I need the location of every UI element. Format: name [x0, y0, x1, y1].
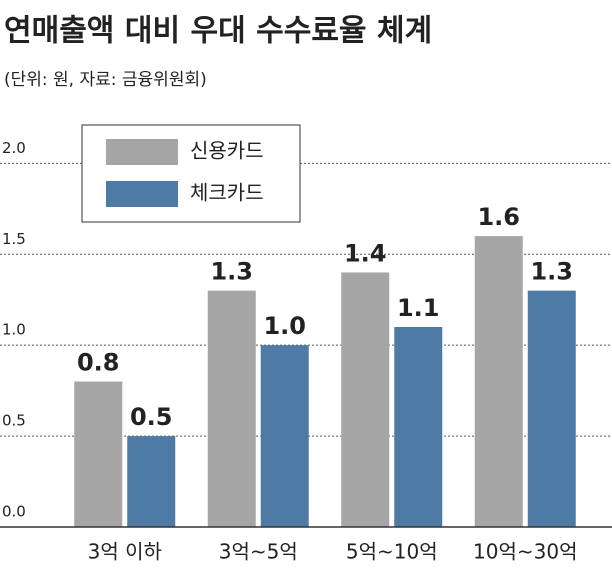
value-label: 1.3: [210, 258, 253, 286]
legend-label: 신용카드: [190, 139, 264, 163]
bar: [394, 327, 443, 527]
bar: [127, 436, 176, 527]
value-label: 1.0: [263, 312, 306, 340]
value-label: 0.5: [130, 403, 173, 431]
y-tick-label: 1.0: [2, 321, 26, 339]
legend-swatch: [106, 139, 178, 165]
bar: [74, 381, 123, 527]
value-label: 1.4: [344, 239, 387, 267]
y-tick-label: 0.5: [2, 412, 26, 430]
value-label: 0.8: [77, 349, 120, 377]
chart-subtitle: (단위: 원, 자료: 금융위원회): [4, 70, 207, 90]
bar: [341, 272, 390, 527]
x-tick-label: 3억~5억: [219, 540, 298, 564]
bar: [260, 345, 309, 527]
x-tick-label: 3억 이하: [88, 540, 162, 564]
value-label: 1.6: [477, 203, 520, 231]
legend-swatch: [106, 181, 178, 207]
chart-title: 연매출액 대비 우대 수수료율 체계: [4, 14, 432, 49]
bar: [207, 290, 256, 527]
legend-label: 체크카드: [190, 181, 264, 205]
bar: [474, 236, 523, 527]
y-tick-label: 2.0: [2, 139, 26, 157]
y-tick-label: 0.0: [2, 503, 26, 521]
x-tick-label: 5억~10억: [346, 540, 438, 564]
y-tick-label: 1.5: [2, 230, 26, 248]
bar: [527, 290, 576, 527]
value-label: 1.1: [397, 294, 440, 322]
value-label: 1.3: [530, 258, 573, 286]
x-tick-label: 10억~30억: [473, 540, 577, 564]
